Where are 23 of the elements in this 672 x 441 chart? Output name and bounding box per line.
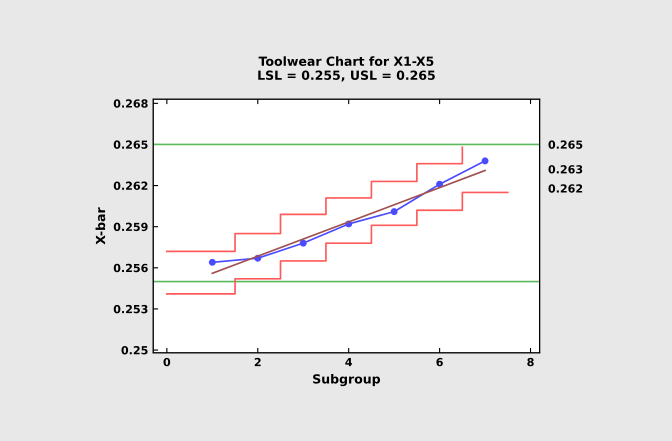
x-tick-label: 0 xyxy=(164,358,170,366)
x-tick-label: 8 xyxy=(527,358,534,366)
y-tick-label: 0.253 xyxy=(114,304,148,314)
chart-title: Toolwear Chart for X1-X5 LSL = 0.255, USL = 0.265 xyxy=(258,56,435,82)
y-tick-label: 0.265 xyxy=(114,140,148,149)
point xyxy=(482,157,489,164)
x-tick-label: 4 xyxy=(345,358,352,366)
x-axis-title: Subgroup xyxy=(313,374,380,386)
y-tick-label: 0.25 xyxy=(121,346,148,354)
y-tick-label: 0.262 xyxy=(114,182,148,190)
y-tick-label: 0.259 xyxy=(114,222,148,232)
y2-tick-label: 0.265 xyxy=(548,140,582,149)
x-tick-label: 6 xyxy=(436,358,443,366)
y-tick-label: 0.256 xyxy=(114,264,148,272)
point xyxy=(390,208,398,216)
x-tick-label: 2 xyxy=(254,358,261,366)
point xyxy=(208,258,216,266)
point xyxy=(436,180,444,188)
y-tick-label: 0.268 xyxy=(114,99,148,108)
y-axis-title: X-bar xyxy=(96,207,106,244)
y2-tick-label: 0.263 xyxy=(548,165,582,174)
point xyxy=(300,240,307,247)
y2-tick-label: 0.262 xyxy=(548,184,582,193)
